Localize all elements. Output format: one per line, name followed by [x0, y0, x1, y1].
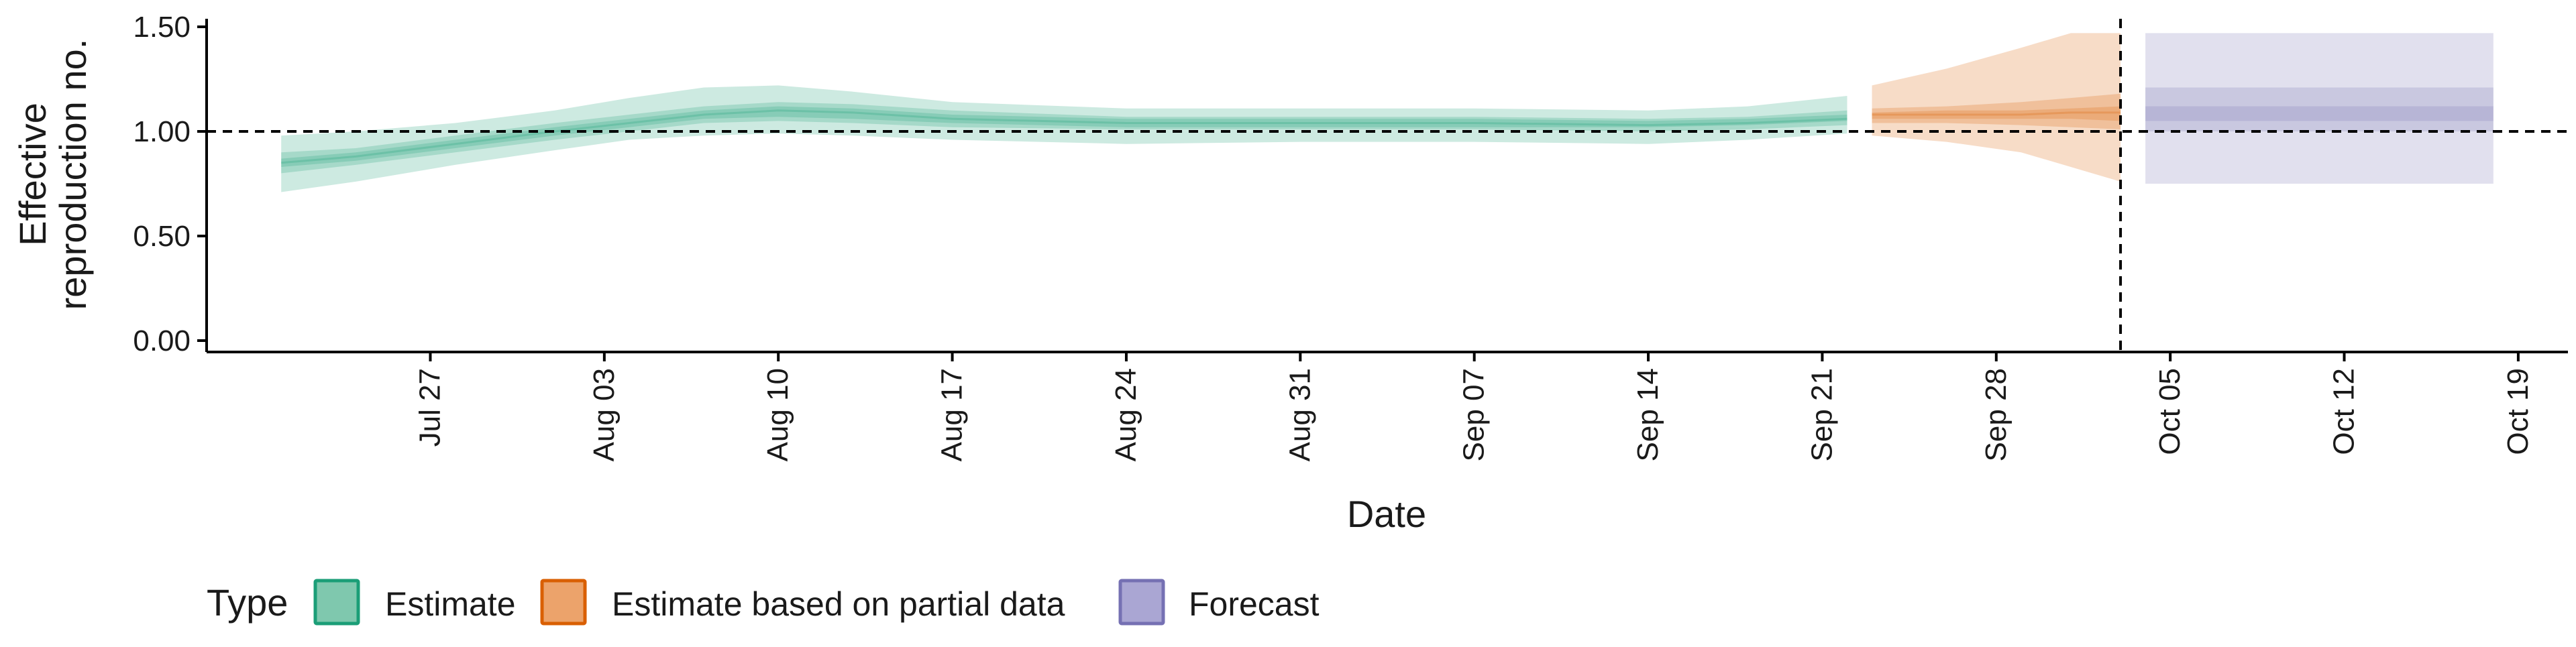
x-axis-title: Date [1347, 493, 1426, 535]
y-axis-title-line-1: Effective [11, 103, 54, 246]
x-tick-label: Sep 21 [1805, 368, 1838, 461]
band-estimate-20 [281, 106, 1847, 167]
x-tick-label: Sep 07 [1458, 368, 1491, 461]
median-estimate [281, 109, 1847, 164]
x-tick-label: Oct 05 [2153, 368, 2186, 455]
x-tick-label: Aug 24 [1110, 368, 1142, 461]
band-forecast-20 [2145, 106, 2493, 121]
x-tick-label: Aug 03 [588, 368, 621, 461]
axes [205, 19, 2568, 353]
median-estimate-based-on-partial-data [1872, 111, 2121, 116]
x-tick-label: Jul 27 [414, 368, 447, 447]
band-estimate-90 [281, 85, 1847, 192]
x-tick-label: Aug 10 [761, 368, 794, 461]
bands-layer [281, 33, 2493, 192]
y-tick-label: 1.50 [133, 11, 191, 44]
legend: Type Estimate Estimate based on partial … [207, 579, 1320, 626]
x-tick-label: Oct 19 [2502, 368, 2534, 455]
legend-key-forecast [1118, 579, 1165, 626]
band-estimate-based-on-partial-data-50 [1872, 93, 2121, 129]
legend-label-forecast: Forecast [1189, 585, 1320, 623]
x-tick-label: Aug 17 [936, 368, 969, 461]
legend-key-estimate [313, 579, 360, 626]
band-estimate-based-on-partial-data-90 [1872, 33, 2121, 182]
reference-lines [207, 19, 2568, 352]
legend-title: Type [207, 581, 288, 624]
y-ticks: 0.00 0.50 1.00 1.50 [133, 11, 207, 357]
y-tick-label: 0.50 [133, 220, 191, 253]
x-tick-label: Aug 31 [1283, 368, 1316, 461]
x-tick-label: Sep 14 [1631, 368, 1664, 461]
legend-label-partial: Estimate based on partial data [612, 585, 1065, 623]
y-tick-label: 0.00 [133, 325, 191, 357]
band-estimate-50 [281, 102, 1847, 174]
x-tick-label: Oct 12 [2328, 368, 2361, 455]
legend-key-partial [540, 579, 587, 626]
band-estimate-based-on-partial-data-20 [1872, 106, 2121, 121]
band-forecast-90 [2145, 33, 2493, 184]
y-axis-title-line-2: reproduction no. [52, 39, 94, 310]
x-ticks: Jul 27 Aug 03 Aug 10 Aug 17 Aug 24 Aug 31 Sep … [414, 352, 2534, 461]
legend-label-estimate: Estimate [385, 585, 516, 623]
x-tick-label: Sep 28 [1980, 368, 2012, 461]
band-forecast-50 [2145, 87, 2493, 131]
y-tick-label: 1.00 [133, 115, 191, 148]
